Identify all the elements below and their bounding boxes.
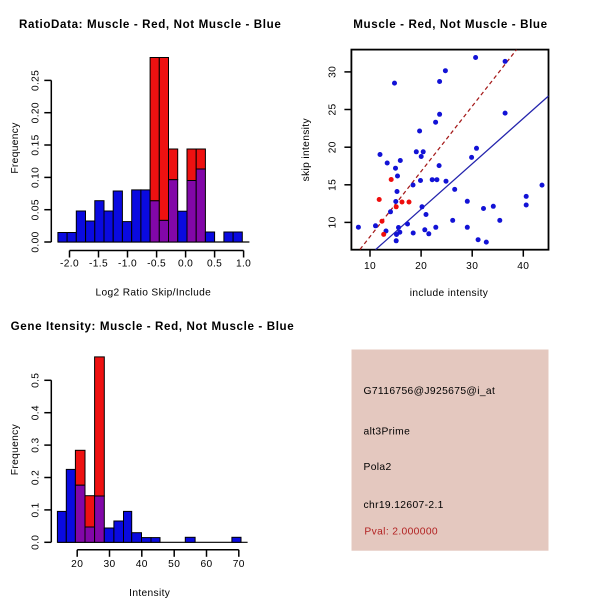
svg-text:-0.5: -0.5	[147, 259, 166, 270]
svg-text:RatioData: Muscle - Red, Not M: RatioData: Muscle - Red, Not Muscle - Bl…	[19, 18, 281, 31]
svg-text:0.5: 0.5	[31, 373, 42, 388]
svg-text:Frequency: Frequency	[10, 423, 21, 475]
svg-text:0.15: 0.15	[31, 134, 42, 155]
svg-text:50: 50	[168, 559, 180, 570]
svg-text:10: 10	[364, 261, 376, 272]
svg-text:include intensity: include intensity	[410, 288, 489, 299]
svg-text:0.3: 0.3	[31, 437, 42, 452]
svg-text:0.25: 0.25	[31, 70, 42, 91]
svg-text:0.4: 0.4	[31, 405, 42, 420]
svg-text:70: 70	[233, 559, 245, 570]
svg-text:0.10: 0.10	[31, 167, 42, 188]
svg-text:Gene Itensity: Muscle - Red, N: Gene Itensity: Muscle - Red, Not Muscle …	[11, 320, 295, 333]
svg-text:20: 20	[415, 261, 427, 272]
svg-text:20: 20	[328, 141, 339, 153]
svg-text:-2.0: -2.0	[60, 259, 79, 270]
svg-text:30: 30	[466, 261, 478, 272]
svg-text:chr19.12607-2.1: chr19.12607-2.1	[364, 500, 444, 511]
svg-text:15: 15	[328, 179, 339, 191]
svg-text:Frequency: Frequency	[10, 122, 21, 174]
svg-text:0.05: 0.05	[31, 199, 42, 220]
svg-text:-1.5: -1.5	[89, 259, 108, 270]
svg-text:60: 60	[200, 559, 212, 570]
svg-text:20: 20	[71, 559, 83, 570]
svg-text:Pval: 2.000000: Pval: 2.000000	[364, 527, 438, 538]
svg-text:Muscle - Red, Not Muscle - Blu: Muscle - Red, Not Muscle - Blue	[353, 18, 547, 31]
svg-text:0.0: 0.0	[31, 535, 42, 550]
svg-text:40: 40	[136, 559, 148, 570]
svg-text:Log2 Ratio Skip/Include: Log2 Ratio Skip/Include	[95, 288, 211, 299]
svg-text:10: 10	[328, 216, 339, 228]
svg-text:0.5: 0.5	[207, 259, 222, 270]
svg-text:skip intensity: skip intensity	[301, 118, 312, 182]
svg-text:1.0: 1.0	[236, 259, 251, 270]
svg-text:0.2: 0.2	[31, 470, 42, 485]
svg-text:0.20: 0.20	[31, 102, 42, 123]
svg-text:-1.0: -1.0	[118, 259, 137, 270]
svg-text:0.00: 0.00	[31, 231, 42, 252]
svg-text:0.0: 0.0	[178, 259, 193, 270]
svg-text:Intensity: Intensity	[129, 588, 171, 599]
svg-text:30: 30	[328, 66, 339, 78]
svg-text:40: 40	[517, 261, 529, 272]
svg-text:alt3Prime: alt3Prime	[364, 427, 411, 438]
svg-text:G7116756@J925675@i_at: G7116756@J925675@i_at	[364, 386, 496, 397]
svg-text:Pola2: Pola2	[364, 462, 392, 473]
svg-text:30: 30	[103, 559, 115, 570]
svg-text:25: 25	[328, 103, 339, 115]
svg-text:0.1: 0.1	[31, 502, 42, 517]
